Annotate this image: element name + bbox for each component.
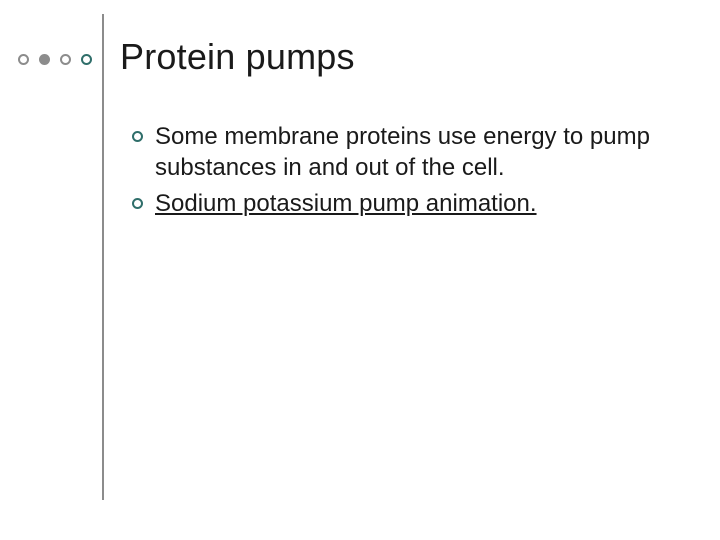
- decor-dots: [18, 54, 92, 65]
- bullet-list: Some membrane proteins use energy to pum…: [132, 122, 662, 226]
- bullet-icon: [132, 198, 143, 209]
- bullet-icon: [132, 131, 143, 142]
- bullet-link[interactable]: Sodium potassium pump animation.: [155, 189, 537, 220]
- decor-dot-icon: [18, 54, 29, 65]
- decor-dot-icon: [81, 54, 92, 65]
- vertical-rule: [102, 14, 104, 500]
- bullet-text: Some membrane proteins use energy to pum…: [155, 122, 662, 183]
- decor-dot-icon: [39, 54, 50, 65]
- decor-dot-icon: [60, 54, 71, 65]
- list-item: Some membrane proteins use energy to pum…: [132, 122, 662, 183]
- list-item: Sodium potassium pump animation.: [132, 189, 662, 220]
- slide-title: Protein pumps: [120, 36, 355, 78]
- slide: Protein pumps Some membrane proteins use…: [0, 0, 720, 540]
